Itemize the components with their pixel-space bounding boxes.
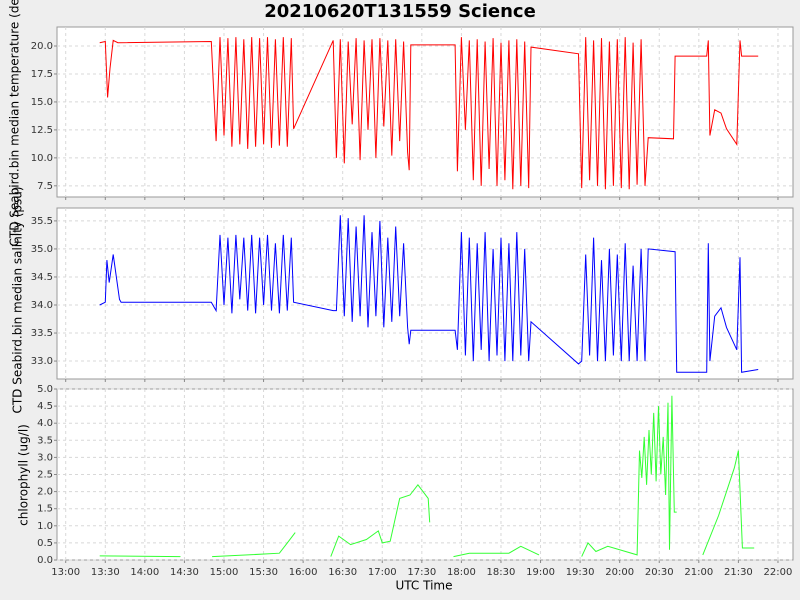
y-tick-label: 0.0 bbox=[37, 555, 53, 566]
x-tick-label: 16:30 bbox=[328, 567, 357, 578]
y-axis-label: CTD Seabird.bin median salinity (psu) bbox=[11, 186, 25, 413]
x-tick-label: 15:00 bbox=[210, 567, 239, 578]
y-tick-label: 1.0 bbox=[37, 521, 53, 532]
data-line bbox=[99, 395, 755, 558]
x-tick-label: 14:30 bbox=[170, 567, 199, 578]
y-tick-label: 33.5 bbox=[31, 328, 53, 339]
x-tick-label: 17:30 bbox=[407, 567, 436, 578]
x-tick-label: 21:30 bbox=[724, 567, 753, 578]
y-tick-label: 4.0 bbox=[37, 418, 53, 429]
y-tick-label: 7.5 bbox=[37, 181, 53, 192]
x-tick-label: 19:00 bbox=[526, 567, 555, 578]
y-tick-label: 35.0 bbox=[31, 244, 53, 255]
x-tick-label: 21:00 bbox=[684, 567, 713, 578]
y-tick-label: 2.0 bbox=[37, 487, 53, 498]
x-tick-label: 17:00 bbox=[368, 567, 397, 578]
x-tick-label: 13:30 bbox=[91, 567, 120, 578]
y-tick-label: 4.5 bbox=[37, 401, 53, 412]
data-line bbox=[99, 215, 759, 373]
y-tick-label: 0.5 bbox=[37, 538, 53, 549]
y-tick-label: 34.5 bbox=[31, 272, 53, 283]
y-tick-label: 5.0 bbox=[37, 384, 53, 395]
x-tick-label: 13:00 bbox=[51, 567, 80, 578]
x-tick-label: 15:30 bbox=[249, 567, 278, 578]
y-tick-label: 3.5 bbox=[37, 435, 53, 446]
data-line bbox=[99, 37, 759, 190]
y-axis-label: chlorophyll (ug/l) bbox=[17, 424, 31, 526]
x-tick-label: 14:00 bbox=[130, 567, 159, 578]
x-axis-label: UTC Time bbox=[396, 579, 453, 593]
x-tick-label: 18:30 bbox=[487, 567, 516, 578]
y-tick-label: 35.5 bbox=[31, 216, 53, 227]
y-tick-label: 10.0 bbox=[31, 153, 53, 164]
y-tick-label: 34.0 bbox=[31, 300, 53, 311]
y-tick-label: 2.5 bbox=[37, 470, 53, 481]
y-axis-label: CTD Seabird.bin median temperature (degC… bbox=[8, 0, 22, 247]
x-tick-label: 16:00 bbox=[289, 567, 318, 578]
x-tick-label: 22:00 bbox=[764, 567, 793, 578]
x-tick-label: 20:30 bbox=[645, 567, 674, 578]
y-tick-label: 1.5 bbox=[37, 504, 53, 515]
plot-area bbox=[56, 207, 794, 380]
y-tick-label: 33.0 bbox=[31, 356, 53, 367]
y-tick-label: 12.5 bbox=[31, 125, 53, 136]
y-tick-label: 20.0 bbox=[31, 41, 53, 52]
x-tick-label: 20:00 bbox=[605, 567, 634, 578]
chart-title: 20210620T131559 Science bbox=[264, 1, 536, 22]
y-tick-label: 15.0 bbox=[31, 97, 53, 108]
x-tick-label: 18:00 bbox=[447, 567, 476, 578]
plot-area bbox=[56, 26, 794, 198]
x-tick-label: 19:30 bbox=[566, 567, 595, 578]
y-tick-label: 17.5 bbox=[31, 69, 53, 80]
y-tick-label: 3.0 bbox=[37, 452, 53, 463]
